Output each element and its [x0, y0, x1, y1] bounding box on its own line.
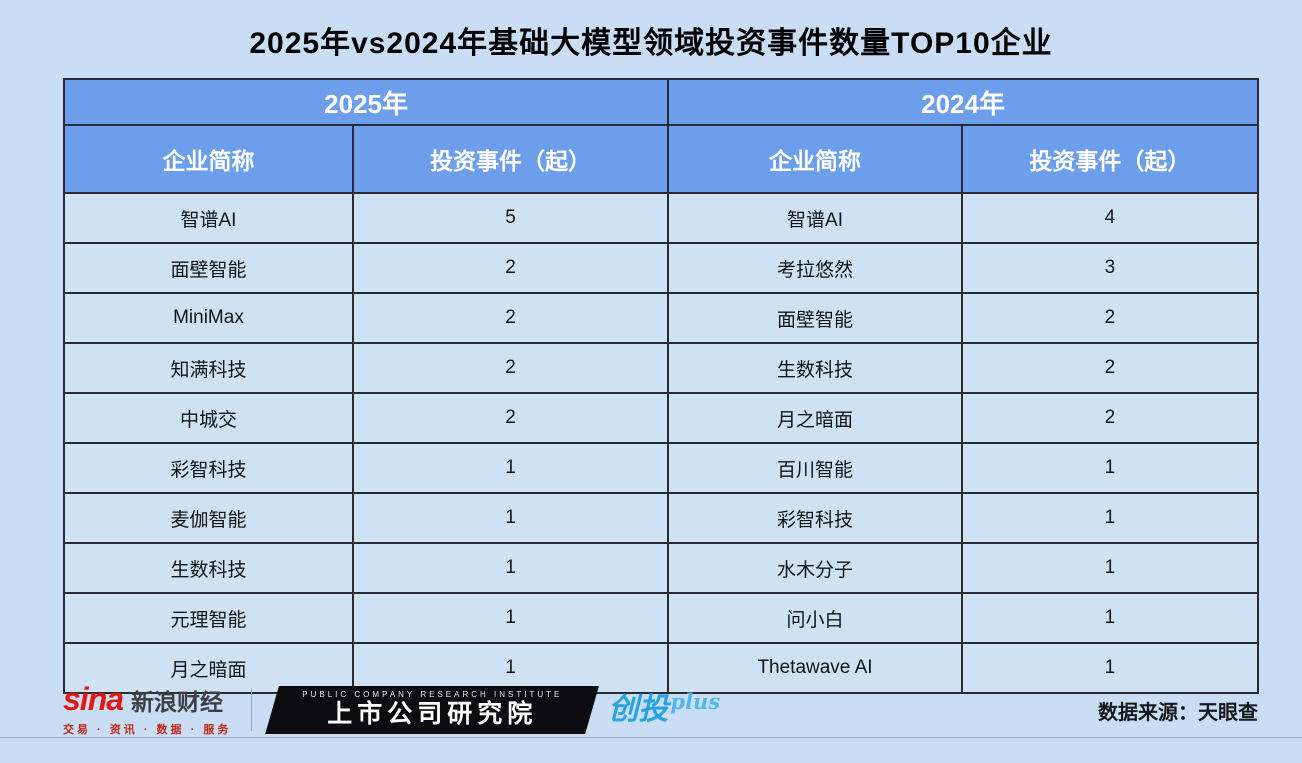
sina-logo: sina — [63, 681, 124, 717]
page-title: 2025年vs2024年基础大模型领域投资事件数量TOP10企业 — [249, 27, 1053, 60]
count-cell: 2 — [960, 292, 1260, 344]
company-cell: 月之暗面 — [63, 642, 354, 694]
count-cell: 2 — [351, 392, 670, 444]
count-cell: 1 — [351, 592, 670, 644]
company-cell: 月之暗面 — [667, 392, 963, 444]
group-header-2024: 2024年 — [667, 78, 1259, 126]
footer-divider — [251, 689, 253, 731]
sina-brand-name: 新浪财经 — [131, 689, 224, 715]
company-cell: 水木分子 — [667, 542, 963, 594]
company-cell: 智谱AI — [667, 192, 963, 244]
table-row: 面壁智能 2 考拉悠然 3 — [63, 242, 1260, 294]
count-cell: 1 — [960, 492, 1260, 544]
table-row: 生数科技 1 水木分子 1 — [63, 542, 1260, 594]
company-cell: 生数科技 — [667, 342, 963, 394]
company-cell: Thetawave AI — [667, 642, 963, 694]
company-cell: 考拉悠然 — [667, 242, 963, 294]
company-cell: 彩智科技 — [667, 492, 963, 544]
count-cell: 2 — [960, 342, 1260, 394]
col-header-events-2024: 投资事件（起） — [960, 124, 1260, 194]
company-cell: 面壁智能 — [667, 292, 963, 344]
company-cell: 智谱AI — [63, 192, 354, 244]
group-header-2025: 2025年 — [62, 78, 670, 126]
company-cell: 问小白 — [667, 592, 963, 644]
company-cell: 生数科技 — [63, 542, 354, 594]
count-cell: 1 — [351, 442, 670, 494]
company-cell: MiniMax — [63, 292, 354, 344]
table-row: 彩智科技 1 百川智能 1 — [63, 442, 1260, 494]
footer: sina 新浪财经 交易 · 资讯 · 数据 · 服务 PUBLIC COMPA… — [63, 683, 1258, 737]
count-cell: 2 — [351, 242, 670, 294]
table-row: 中城交 2 月之暗面 2 — [63, 392, 1260, 444]
sina-tagline: 交易 · 资讯 · 数据 · 服务 — [63, 724, 232, 736]
count-cell: 2 — [351, 292, 670, 344]
count-cell: 1 — [960, 592, 1260, 644]
count-cell: 1 — [960, 442, 1260, 494]
top10-table: 2025年 2024年 企业简称 投资事件（起） 企业简称 投资事件（起） 智谱… — [62, 78, 1260, 694]
company-cell: 百川智能 — [667, 442, 963, 494]
bottom-divider — [0, 737, 1302, 738]
data-source-label: 数据来源：天眼查 — [1098, 701, 1258, 724]
company-cell: 面壁智能 — [63, 242, 354, 294]
company-cell: 知满科技 — [63, 342, 354, 394]
year-group-header-row: 2025年 2024年 — [62, 78, 1259, 126]
chuangtou-plus-cn: 创投 — [608, 693, 669, 726]
company-cell: 中城交 — [63, 392, 354, 444]
col-header-events-2025: 投资事件（起） — [351, 124, 670, 194]
count-cell: 1 — [351, 492, 670, 544]
col-header-company-2024: 企业简称 — [667, 124, 963, 194]
table-row: MiniMax 2 面壁智能 2 — [63, 292, 1260, 344]
col-header-company-2025: 企业简称 — [63, 124, 354, 194]
count-cell: 3 — [960, 242, 1260, 294]
chuangtou-plus-suffix: plus — [670, 689, 721, 714]
institute-name-en: PUBLIC COMPANY RESEARCH INSTITUTE — [302, 689, 563, 699]
company-cell: 麦伽智能 — [63, 492, 354, 544]
count-cell: 5 — [351, 192, 670, 244]
infographic-page: 2025年vs2024年基础大模型领域投资事件数量TOP10企业 2025年 2… — [0, 0, 1302, 738]
table-row: 知满科技 2 生数科技 2 — [63, 342, 1260, 394]
company-cell: 元理智能 — [63, 592, 354, 644]
count-cell: 1 — [960, 642, 1260, 694]
table-row: 月之暗面 1 Thetawave AI 1 — [63, 642, 1260, 694]
count-cell: 2 — [960, 392, 1260, 444]
count-cell: 2 — [351, 342, 670, 394]
sina-brand-block: sina 新浪财经 交易 · 资讯 · 数据 · 服务 — [63, 683, 231, 737]
institute-banner: PUBLIC COMPANY RESEARCH INSTITUTE 上市公司研究… — [265, 685, 600, 735]
chuangtou-plus-logo: 创投 plus — [608, 691, 720, 726]
column-header-row: 企业简称 投资事件（起） 企业简称 投资事件（起） — [63, 124, 1260, 194]
institute-name-cn: 上市公司研究院 — [327, 699, 538, 728]
table-row: 元理智能 1 问小白 1 — [63, 592, 1260, 644]
count-cell: 4 — [960, 192, 1260, 244]
count-cell: 1 — [960, 542, 1260, 594]
table-row: 智谱AI 5 智谱AI 4 — [63, 192, 1260, 244]
company-cell: 彩智科技 — [63, 442, 354, 494]
table-row: 麦伽智能 1 彩智科技 1 — [63, 492, 1260, 544]
count-cell: 1 — [351, 542, 670, 594]
